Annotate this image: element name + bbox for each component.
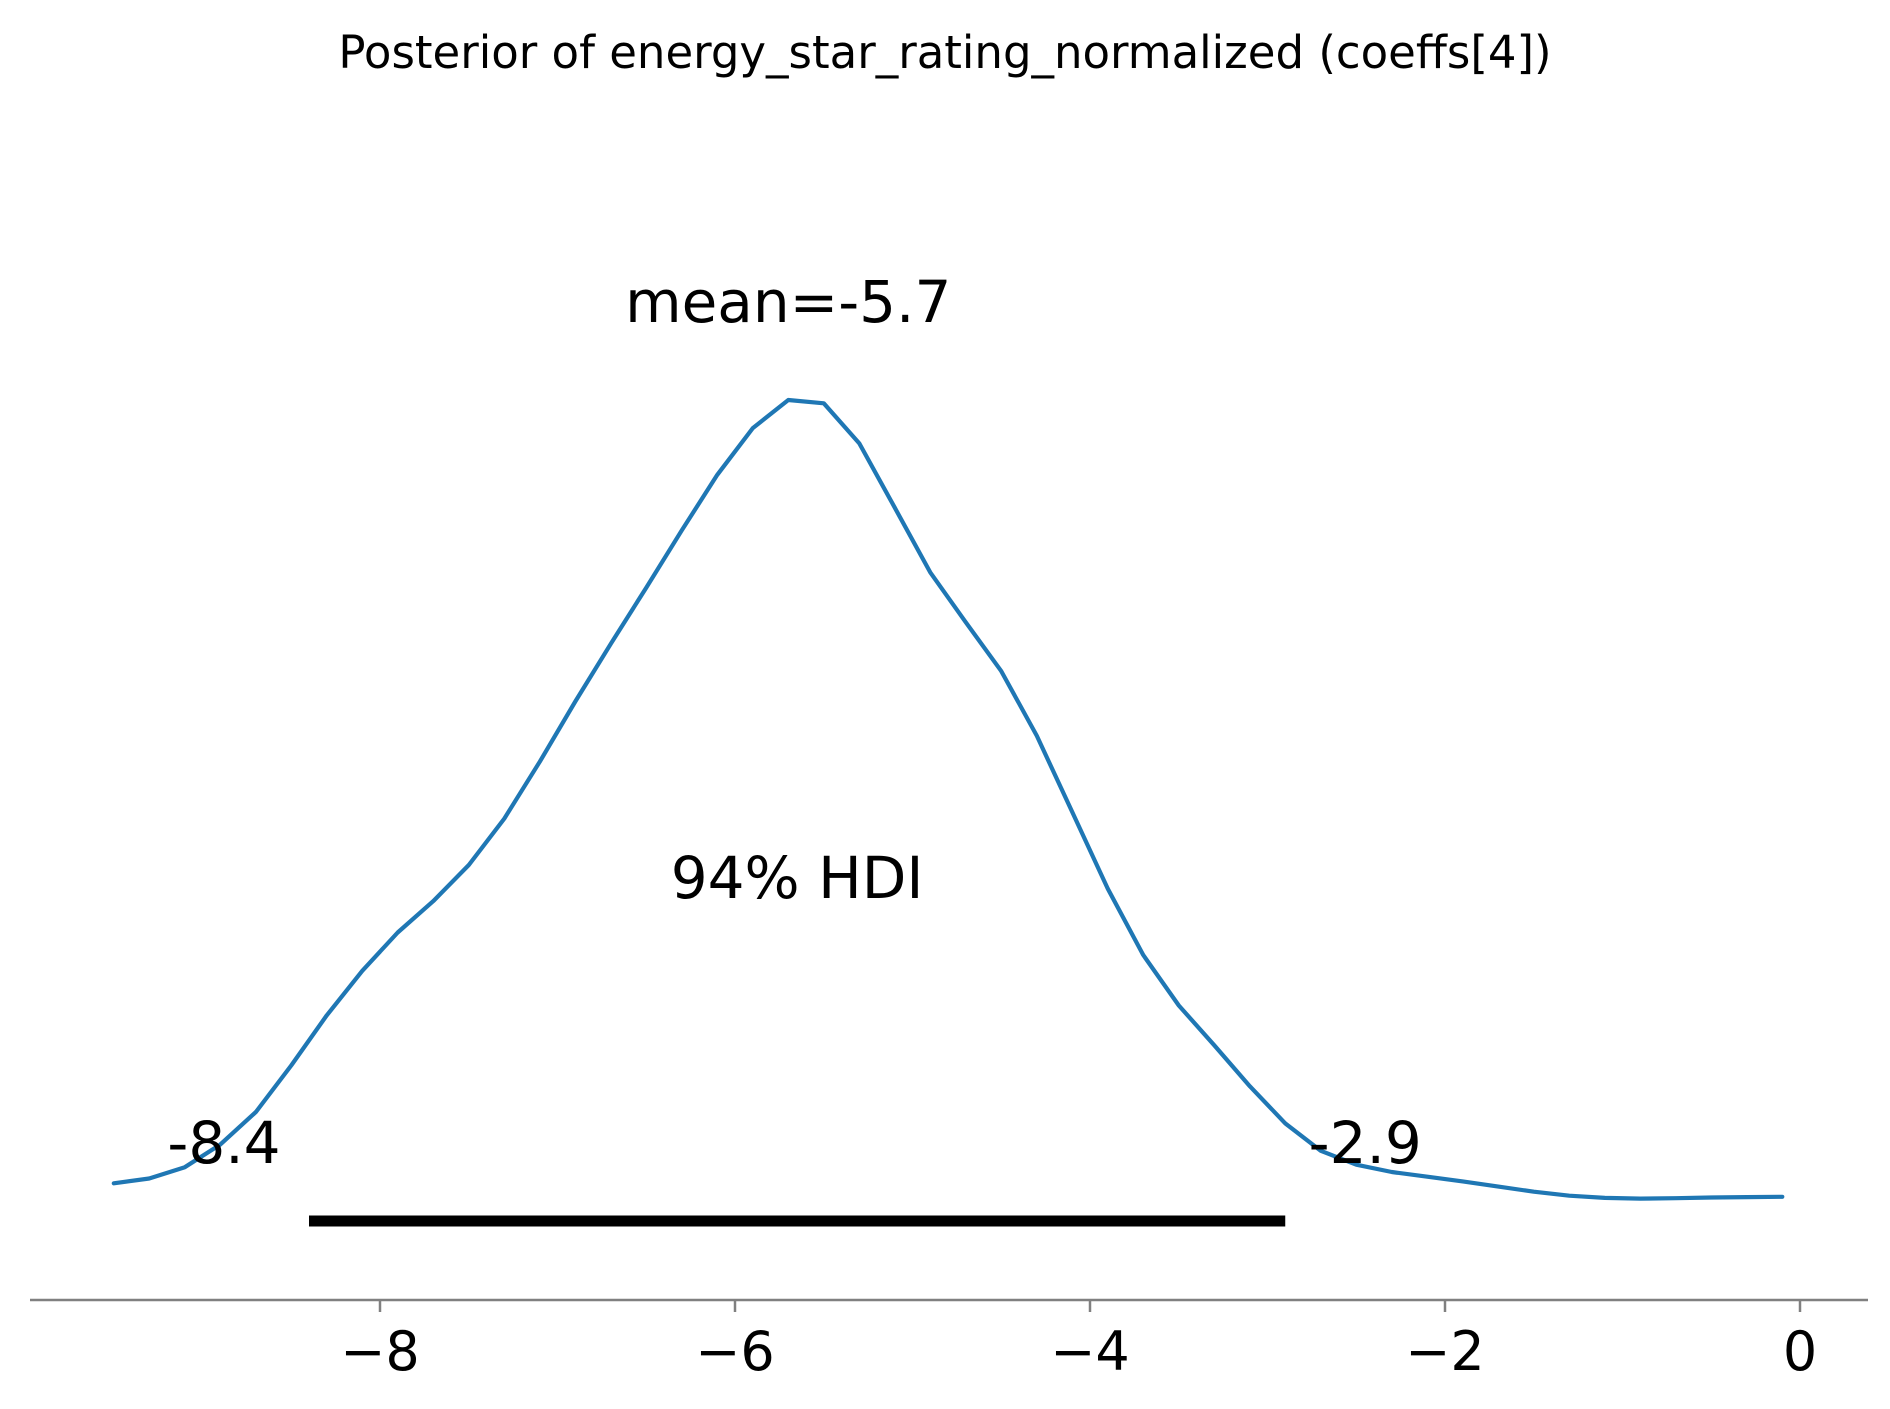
x-tick-label: −8 <box>340 1320 420 1383</box>
hdi-label: 94% HDI <box>671 844 924 912</box>
x-tick-label: 0 <box>1783 1320 1817 1383</box>
x-axis-ticks: −8 −6 −4 −2 0 <box>340 1300 1817 1383</box>
chart-title: Posterior of energy_star_rating_normaliz… <box>338 26 1551 79</box>
x-tick-label: −4 <box>1050 1320 1130 1383</box>
mean-label: mean=-5.7 <box>625 268 951 336</box>
hdi-low-label: -8.4 <box>167 1109 280 1177</box>
x-tick-label: −2 <box>1405 1320 1485 1383</box>
hdi-high-label: -2.9 <box>1309 1109 1422 1177</box>
x-tick-label: −6 <box>695 1320 775 1383</box>
posterior-density-line <box>111 397 1785 1201</box>
